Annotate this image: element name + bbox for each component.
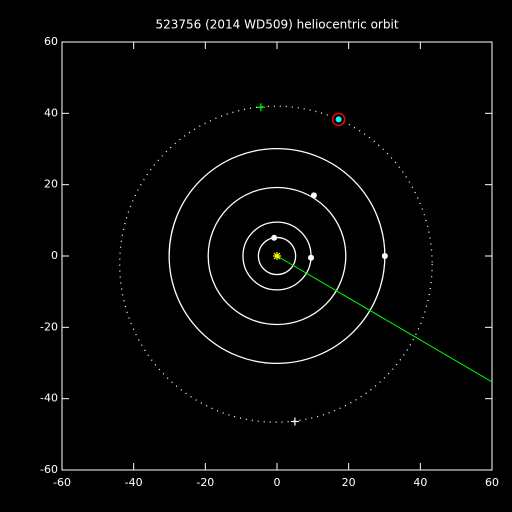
y-tick-label: -40 bbox=[40, 392, 58, 405]
direction-line bbox=[276, 255, 493, 383]
y-tick-label: 0 bbox=[51, 249, 58, 262]
object-orbit bbox=[119, 105, 433, 423]
planet bbox=[308, 254, 315, 261]
x-tick-label: -60 bbox=[53, 476, 71, 489]
node-marker bbox=[256, 103, 265, 112]
planet bbox=[271, 234, 278, 241]
x-tick-label: 60 bbox=[485, 476, 499, 489]
node-marker bbox=[290, 417, 299, 426]
object-ring bbox=[331, 112, 346, 127]
y-tick-label: -60 bbox=[40, 463, 58, 476]
chart-title: 523756 (2014 WD509) heliocentric orbit bbox=[155, 18, 398, 32]
planet bbox=[381, 253, 388, 259]
y-tick-label: 40 bbox=[44, 106, 58, 119]
x-tick-label: 40 bbox=[413, 476, 427, 489]
x-tick-label: -20 bbox=[196, 476, 214, 489]
planet-orbit bbox=[207, 186, 347, 326]
y-tick-label: -20 bbox=[40, 320, 58, 333]
x-tick-label: -40 bbox=[125, 476, 143, 489]
object bbox=[335, 116, 342, 123]
planet bbox=[310, 192, 317, 199]
y-tick-label: 60 bbox=[44, 35, 58, 48]
x-tick-label: 20 bbox=[342, 476, 356, 489]
sun bbox=[273, 252, 281, 260]
x-tick-label: 0 bbox=[274, 476, 281, 489]
y-tick-label: 20 bbox=[44, 178, 58, 191]
